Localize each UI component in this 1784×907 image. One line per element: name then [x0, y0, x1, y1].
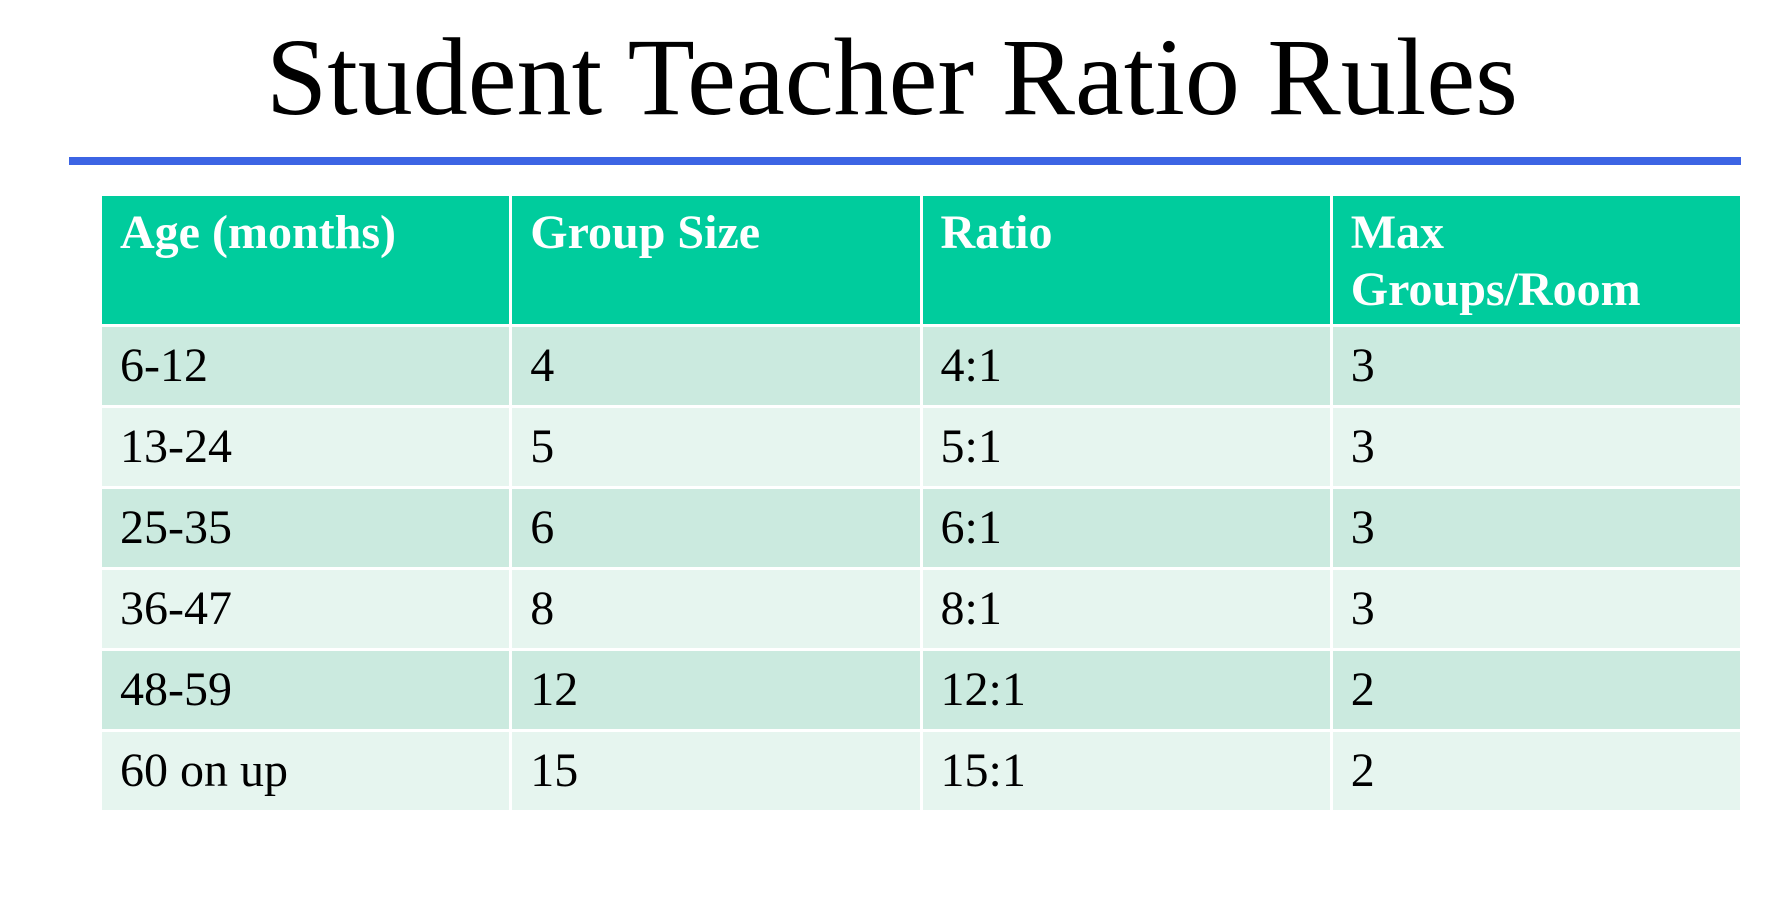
cell-group-size: 8: [509, 567, 923, 651]
cell-age: 25-35: [98, 486, 513, 570]
table-row: 60 on up 15 15:1 2: [98, 729, 1744, 813]
table-row: 25-35 6 6:1 3: [98, 486, 1744, 570]
cell-group-size: 15: [509, 729, 923, 813]
cell-max-groups: 2: [1329, 729, 1744, 813]
cell-max-groups: 3: [1329, 324, 1744, 408]
cell-max-groups: 3: [1329, 567, 1744, 651]
cell-ratio: 5:1: [919, 405, 1333, 489]
cell-age: 60 on up: [98, 729, 513, 813]
cell-age: 48-59: [98, 648, 513, 732]
header-age: Age (months): [98, 193, 513, 327]
cell-ratio: 15:1: [919, 729, 1333, 813]
cell-group-size: 12: [509, 648, 923, 732]
cell-age: 6-12: [98, 324, 513, 408]
cell-group-size: 5: [509, 405, 923, 489]
table-row: 13-24 5 5:1 3: [98, 405, 1744, 489]
slide-title: Student Teacher Ratio Rules: [266, 16, 1518, 138]
header-ratio: Ratio: [919, 193, 1333, 327]
cell-ratio: 8:1: [919, 567, 1333, 651]
cell-ratio: 6:1: [919, 486, 1333, 570]
header-group-size: Group Size: [509, 193, 923, 327]
cell-max-groups: 2: [1329, 648, 1744, 732]
ratio-table: Age (months) Group Size Ratio Max Groups…: [98, 193, 1744, 813]
cell-age: 36-47: [98, 567, 513, 651]
table-header-row: Age (months) Group Size Ratio Max Groups…: [98, 193, 1744, 327]
header-max-groups: Max Groups/Room: [1329, 193, 1744, 327]
table-row: 48-59 12 12:1 2: [98, 648, 1744, 732]
cell-max-groups: 3: [1329, 486, 1744, 570]
cell-group-size: 4: [509, 324, 923, 408]
cell-max-groups: 3: [1329, 405, 1744, 489]
table-row: 36-47 8 8:1 3: [98, 567, 1744, 651]
cell-age: 13-24: [98, 405, 513, 489]
title-divider: [69, 157, 1741, 165]
cell-ratio: 12:1: [919, 648, 1333, 732]
cell-ratio: 4:1: [919, 324, 1333, 408]
cell-group-size: 6: [509, 486, 923, 570]
table-row: 6-12 4 4:1 3: [98, 324, 1744, 408]
